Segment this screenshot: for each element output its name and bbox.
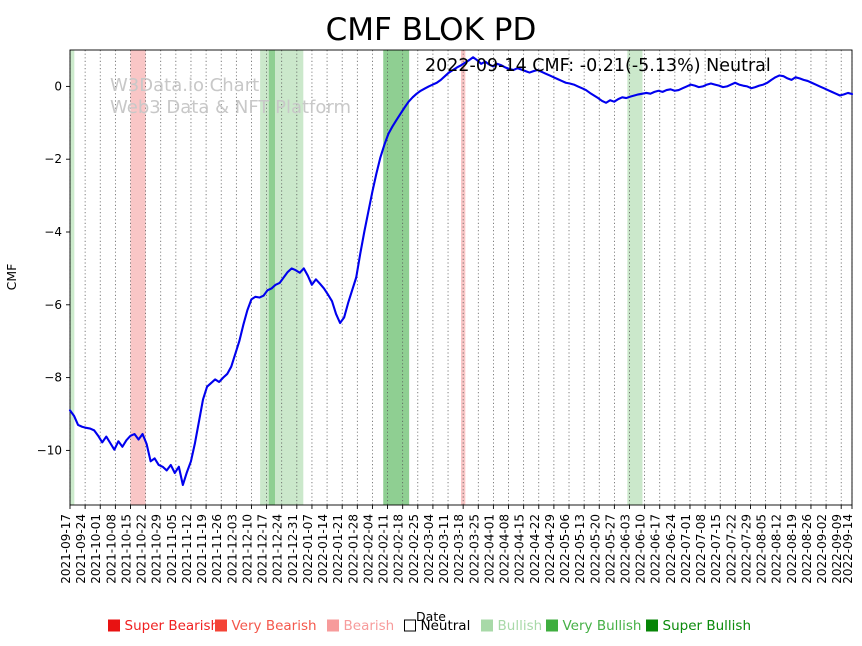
x-tick-label: 2022-04-22	[528, 514, 542, 584]
x-tick-label: 2022-07-15	[709, 514, 723, 584]
x-tick-label: 2022-03-25	[467, 514, 481, 584]
x-tick-label: 2022-01-07	[301, 514, 315, 584]
chart-legend: Super Bearish Very Bearish Bearish Neutral B…	[108, 618, 752, 634]
x-tick-label: 2022-06-03	[618, 514, 632, 584]
x-axis-ticks: 2021-09-17 2021-09-24 2021-10-01 2021-10-08…	[59, 505, 855, 584]
x-tick-label: 2022-06-10	[634, 514, 648, 584]
legend-swatch	[481, 619, 493, 632]
x-tick-label: 2022-09-09	[830, 514, 844, 584]
x-tick-label: 2022-06-17	[649, 514, 663, 584]
legend-label: Bearish	[344, 618, 395, 634]
y-tick-label: −6	[44, 298, 62, 312]
x-tick-label: 2022-05-27	[603, 514, 617, 584]
x-tick-label: 2021-11-12	[180, 514, 194, 584]
sentiment-band	[275, 50, 304, 505]
x-tick-label: 2022-03-04	[422, 514, 436, 584]
chart-title: CMF BLOK PD	[326, 12, 537, 48]
plot-area-border	[69, 49, 853, 506]
x-tick-label: 2021-10-29	[150, 514, 164, 584]
x-tick-label: 2022-04-01	[482, 514, 496, 584]
x-tick-label: 2021-10-22	[135, 514, 149, 584]
y-tick-label: −2	[44, 152, 62, 166]
legend-label: Super Bullish	[663, 618, 752, 634]
latest-value-annotation: 2022-09-14 CMF: -0.21(-5.13%) Neutral	[425, 56, 771, 76]
legend-label: Very Bearish	[232, 618, 317, 634]
x-tick-label: 2022-02-18	[392, 514, 406, 584]
x-tick-label: 2021-09-24	[74, 514, 88, 584]
x-tick-label: 2022-02-25	[407, 514, 421, 584]
legend-swatch	[646, 619, 658, 632]
watermark-line-2: Web3 Data & NFT Platform	[110, 97, 351, 118]
x-tick-label: 2022-05-20	[588, 514, 602, 584]
legend-swatch	[215, 619, 227, 632]
legend-label: Super Bearish	[125, 618, 220, 634]
legend-label: Bullish	[498, 618, 543, 634]
sentiment-band	[70, 50, 75, 505]
x-tick-label: 2021-11-26	[210, 514, 224, 584]
x-tick-label: 2022-09-14	[841, 514, 855, 584]
y-axis-ticks: 0 −2 −4 −6 −8 −10	[37, 79, 70, 457]
x-tick-label: 2021-12-31	[286, 514, 300, 584]
x-tick-label: 2022-06-24	[664, 514, 678, 584]
x-tick-label: 2022-02-04	[361, 514, 375, 584]
x-tick-label: 2022-08-05	[755, 514, 769, 584]
x-tick-label: 2022-04-29	[543, 514, 557, 584]
legend-label: Very Bullish	[563, 618, 642, 634]
x-tick-label: 2022-05-13	[573, 514, 587, 584]
x-tick-label: 2021-12-10	[240, 514, 254, 584]
sentiment-band	[260, 50, 269, 505]
legend-label: Neutral	[421, 618, 471, 634]
sentiment-band	[627, 50, 643, 505]
x-tick-label: 2022-01-28	[346, 514, 360, 584]
x-tick-label: 2022-08-12	[770, 514, 784, 584]
legend-swatch	[327, 619, 339, 632]
x-tick-label: 2022-09-02	[815, 514, 829, 584]
watermark-line-1: W3Data.io Chart	[110, 75, 259, 96]
x-tick-label: 2022-07-08	[694, 514, 708, 584]
legend-swatch	[546, 619, 558, 632]
x-tick-label: 2022-04-08	[498, 514, 512, 584]
y-tick-label: −10	[37, 443, 62, 457]
x-tick-label: 2021-12-24	[271, 514, 285, 584]
x-tick-label: 2021-09-17	[59, 514, 73, 584]
legend-swatch	[108, 619, 120, 632]
legend-swatch	[404, 619, 416, 632]
y-tick-label: −8	[44, 371, 62, 385]
y-axis-label: CMF	[4, 264, 19, 291]
sentiment-band	[130, 50, 146, 505]
x-tick-label: 2022-07-22	[724, 514, 738, 584]
sentiment-band	[268, 50, 276, 505]
x-tick-label: 2022-08-26	[800, 514, 814, 584]
x-tick-label: 2022-03-18	[452, 514, 466, 584]
x-tick-label: 2021-10-08	[104, 514, 118, 584]
x-tick-label: 2021-11-19	[195, 514, 209, 584]
x-tick-label: 2022-07-29	[739, 514, 753, 584]
x-tick-label: 2021-12-17	[256, 514, 270, 584]
x-tick-label: 2021-10-15	[119, 514, 133, 584]
x-tick-label: 2021-12-03	[225, 514, 239, 584]
sentiment-band	[383, 50, 410, 505]
x-axis-label: Date	[416, 609, 446, 624]
x-tick-label: 2022-07-01	[679, 514, 693, 584]
x-tick-label: 2022-04-15	[513, 514, 527, 584]
x-tick-label: 2022-02-11	[377, 514, 391, 584]
x-tick-label: 2022-05-06	[558, 514, 572, 584]
x-tick-label: 2022-01-21	[331, 514, 345, 584]
x-tick-label: 2022-01-14	[316, 514, 330, 584]
sentiment-bands	[70, 50, 643, 505]
x-tick-label: 2022-08-19	[785, 514, 799, 584]
x-tick-label: 2021-11-05	[165, 514, 179, 584]
x-tick-label: 2022-03-11	[437, 514, 451, 584]
y-tick-label: 0	[54, 79, 62, 93]
x-tick-label: 2021-10-01	[89, 514, 103, 584]
y-tick-label: −4	[44, 225, 62, 239]
cmf-line-series	[68, 56, 854, 487]
